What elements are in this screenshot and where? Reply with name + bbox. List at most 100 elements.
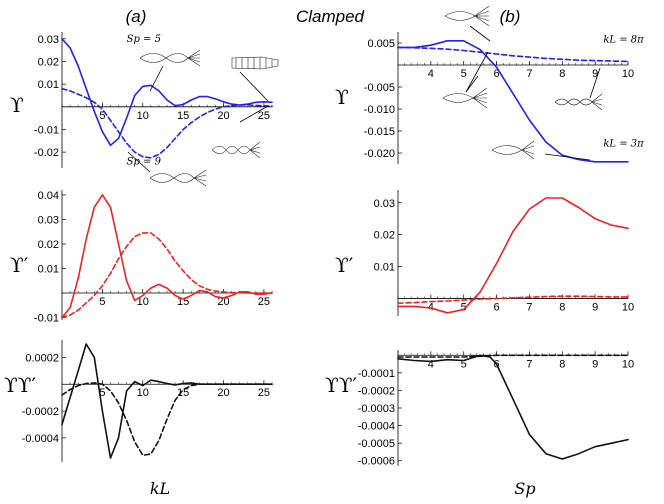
x-tick-label: 8 <box>559 68 565 80</box>
x-tick-label: 10 <box>622 68 634 80</box>
y-tick-label: 0.03 <box>38 34 59 46</box>
chart-b3: 4 5 6 7 8 9 10-0.0001-0.0002-0.0003-0.0004-0.0… <box>358 350 634 468</box>
beam-shape-a-lower <box>149 169 207 187</box>
x-tick-label: 10 <box>622 358 634 370</box>
series-line-dashed <box>61 382 273 457</box>
leader-a-top <box>149 65 164 92</box>
xlabel-b: Sp <box>514 479 535 498</box>
beam-shape-b-low <box>491 140 535 160</box>
xlabel-a: kL <box>150 479 170 498</box>
leader-b-low <box>544 153 591 161</box>
chart-a1: 5 10 15 20 25 0.03 0.02 0.01 -0.01 -0.02 Sp = 5 Sp … <box>34 32 273 168</box>
x-tick-label: 9 <box>592 301 598 313</box>
leader-a-bottom <box>239 105 269 123</box>
y-tick-label: 0.0002 <box>25 352 59 364</box>
x-tick-label: 4 <box>428 358 434 370</box>
x-tick-label: 9 <box>592 358 598 370</box>
y-tick-label: -0.0003 <box>358 403 395 415</box>
leader-b-right <box>589 67 601 99</box>
leader-a-right <box>239 71 269 102</box>
x-tick-label: 9 <box>592 68 598 80</box>
x-tick-label: 6 <box>494 68 500 80</box>
beam-shape-illustrations <box>139 5 603 187</box>
x-tick-label: 10 <box>137 296 149 308</box>
x-tick-label: 7 <box>526 301 532 313</box>
beam-leader-lines <box>127 25 601 173</box>
ylabel-b-row3: ϒϒ′ <box>325 373 357 397</box>
x-tick-label: 25 <box>258 296 270 308</box>
leader-b-mid2 <box>465 75 479 93</box>
leader-b-mid1 <box>465 51 489 93</box>
series-line-dashed <box>397 46 629 63</box>
x-tick-label: 15 <box>177 387 189 399</box>
y-tick-label: 0.03 <box>374 198 395 210</box>
series-line-solid <box>397 197 629 314</box>
x-tick-label: 5 <box>461 358 467 370</box>
series-annotation: Sp = 5 <box>127 34 161 45</box>
series-line-dashed <box>397 354 629 358</box>
ylabel-a-row2: ϒ′ <box>10 253 29 277</box>
series-line-dashed <box>61 87 273 159</box>
x-tick-label: 5 <box>99 296 105 308</box>
x-tick-label: 15 <box>177 110 189 122</box>
beam-shape-b-right <box>554 93 603 111</box>
x-tick-label: 15 <box>177 296 189 308</box>
series-line-solid <box>61 343 273 459</box>
y-tick-label: -0.010 <box>364 104 395 116</box>
x-tick-label: 25 <box>258 387 270 399</box>
panel-a-label: (a) <box>126 7 147 26</box>
x-tick-label: 10 <box>137 387 149 399</box>
chart-a2: 5 10 15 20 25 0.04 0.03 0.02 0.01 -0.01 <box>34 190 273 325</box>
series-line-dashed <box>397 295 629 304</box>
x-tick-label: 6 <box>494 301 500 313</box>
chart-b2: 4 5 6 7 8 9 100.030.020.01 <box>374 190 634 316</box>
y-tick-label: -0.0006 <box>358 456 395 468</box>
x-tick-label: 5 <box>99 387 105 399</box>
center-title: Clamped <box>296 7 365 26</box>
x-tick-label: 7 <box>526 358 532 370</box>
y-tick-label: -0.0002 <box>22 406 59 418</box>
x-tick-label: 10 <box>137 110 149 122</box>
beam-shape-a-right <box>231 56 279 70</box>
ylabel-a-row1: ϒ <box>10 93 24 117</box>
y-tick-label: -0.020 <box>364 148 395 160</box>
y-tick-label: 0.04 <box>38 190 59 202</box>
series-line-solid <box>397 354 629 460</box>
y-tick-label: -0.0004 <box>22 433 59 445</box>
beam-shape-b-mid <box>442 87 488 109</box>
x-tick-label: 7 <box>526 68 532 80</box>
series-annotation: kL = 8π <box>603 35 644 46</box>
y-tick-label: 0.01 <box>38 79 59 91</box>
y-tick-label: 0.01 <box>38 263 59 275</box>
series-line-dashed <box>61 232 273 319</box>
x-tick-label: 10 <box>622 301 634 313</box>
x-tick-label: 5 <box>99 110 105 122</box>
y-tick-label: -0.0005 <box>358 438 395 450</box>
y-tick-label: 0.02 <box>374 230 395 242</box>
x-tick-label: 8 <box>559 358 565 370</box>
y-tick-label: -0.01 <box>34 313 59 325</box>
series-annotation: Sp = 9 <box>127 157 162 168</box>
y-tick-label: -0.015 <box>364 126 395 138</box>
beam-shape-a-top <box>139 49 201 67</box>
x-tick-label: 5 <box>461 68 467 80</box>
x-tick-label: 20 <box>217 110 229 122</box>
series-line-solid <box>397 40 629 163</box>
ylabel-b-row1: ϒ <box>335 85 349 109</box>
series-line-solid <box>61 194 273 319</box>
y-tick-label: -0.0001 <box>358 368 395 380</box>
y-tick-label: -0.0004 <box>358 421 395 433</box>
x-tick-label: 20 <box>217 387 229 399</box>
chart-b1: 4 5 6 7 8 9 10 0.005 -0.005 -0.010 -0.015 -0.020 kL … <box>364 32 644 164</box>
leader-a-lower <box>127 151 151 173</box>
ylabel-a-row3: ϒϒ′ <box>4 373 36 397</box>
y-tick-label: -0.005 <box>364 82 395 94</box>
y-tick-label: 0.02 <box>38 239 59 251</box>
x-tick-label: 5 <box>461 301 467 313</box>
y-tick-label: -0.01 <box>34 124 59 136</box>
y-tick-label: 0.02 <box>38 56 59 68</box>
leader-b-top <box>469 25 491 42</box>
series-annotation: kL = 3π <box>603 138 644 149</box>
x-tick-label: 4 <box>428 68 434 80</box>
